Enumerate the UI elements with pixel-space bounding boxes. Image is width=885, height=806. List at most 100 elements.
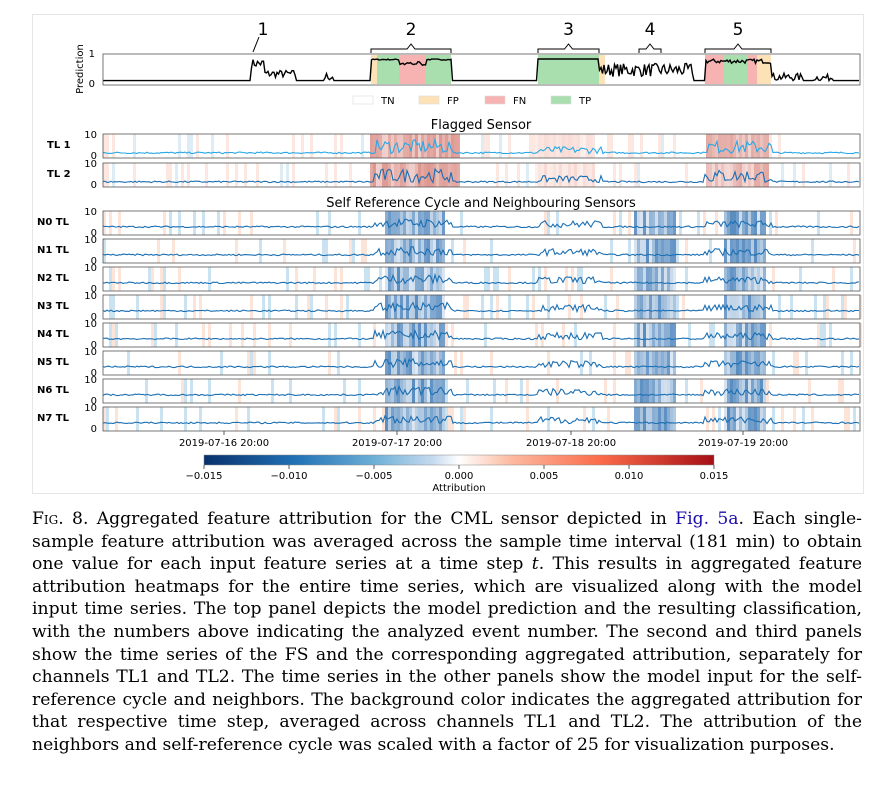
heatmap-cell: [505, 379, 508, 403]
row-label: N2 TL: [37, 273, 70, 284]
heatmap-cell: [682, 295, 685, 319]
row-ytick-top: 10: [84, 375, 97, 386]
heatmap-cell: [763, 134, 766, 158]
heatmap-cell: [634, 323, 637, 347]
heatmap-cell: [199, 407, 202, 431]
heatmap-cell: [223, 211, 226, 235]
heatmap-cell: [391, 379, 394, 403]
heatmap-cell: [661, 295, 664, 319]
heatmap-cell: [337, 351, 340, 375]
heatmap-cell: [289, 379, 292, 403]
heatmap-cell: [424, 407, 427, 431]
heatmap-cell: [610, 267, 613, 291]
heatmap-cell: [373, 323, 376, 347]
heatmap-cell: [403, 134, 406, 158]
heatmap-cell: [772, 351, 775, 375]
row-frame: [102, 238, 861, 264]
heatmap-cell: [268, 351, 271, 375]
heatmap-cell: [406, 239, 409, 263]
heatmap-cell: [757, 239, 760, 263]
heatmap-cell: [751, 134, 754, 158]
heatmap-cell: [427, 351, 430, 375]
heatmap-cell: [739, 323, 742, 347]
heatmap-cell: [493, 379, 496, 403]
heatmap-cell: [412, 407, 415, 431]
heatmap-cell: [163, 267, 166, 291]
heatmap-cell: [661, 351, 664, 375]
heatmap-cell: [187, 163, 190, 187]
heatmap-cell: [397, 134, 400, 158]
heatmap-cell: [328, 211, 331, 235]
heatmap-cell: [400, 267, 403, 291]
heatmap-cell: [457, 134, 460, 158]
event-number-4: 4: [645, 20, 656, 40]
heatmap-cell: [271, 379, 274, 403]
heatmap-cell: [397, 239, 400, 263]
heatmap-cell: [724, 323, 727, 347]
heatmap-cell: [367, 267, 370, 291]
prediction-line: [103, 58, 859, 83]
heatmap-cell: [397, 379, 400, 403]
heatmap-cell: [538, 163, 541, 187]
heatmap-cell: [178, 211, 181, 235]
heatmap-cell: [412, 211, 415, 235]
heatmap-cell: [379, 163, 382, 187]
row-n4-tl: N4 TL 10 0: [37, 319, 862, 351]
heatmap-cell: [604, 379, 607, 403]
heatmap-cell: [418, 211, 421, 235]
heatmap-cell: [571, 267, 574, 291]
heatmap-cell: [427, 211, 430, 235]
heatmap-cell: [640, 239, 643, 263]
heatmap-cell: [742, 239, 745, 263]
heatmap-cell: [661, 134, 664, 158]
heatmap-cell: [643, 351, 646, 375]
heatmap-cell: [817, 323, 820, 347]
heatmap-cell: [295, 267, 298, 291]
heatmap-cell: [259, 239, 262, 263]
heatmap-cell: [406, 134, 409, 158]
heatmap-cell: [391, 407, 394, 431]
heatmap-cell: [586, 163, 589, 187]
heatmap-cell: [763, 211, 766, 235]
heatmap-cell: [709, 134, 712, 158]
heatmap-cell: [661, 267, 664, 291]
heatmap-cell: [802, 163, 805, 187]
heatmap-cell: [733, 407, 736, 431]
heatmap-cell: [811, 239, 814, 263]
heatmap-cell: [604, 295, 607, 319]
prediction-band: [399, 55, 426, 84]
heatmap-cell: [445, 379, 448, 403]
heatmap-cell: [286, 267, 289, 291]
heatmap-cell: [358, 323, 361, 347]
figure-reference-link[interactable]: Fig. 5a: [675, 509, 739, 529]
heatmap-cell: [730, 323, 733, 347]
heatmap-cell: [793, 351, 796, 375]
row-frame: [102, 133, 861, 159]
heatmap-cell: [460, 407, 463, 431]
heatmap-cell: [628, 239, 631, 263]
heatmap-cell: [640, 267, 643, 291]
heatmap-cell: [493, 267, 496, 291]
heatmap-cell: [577, 163, 580, 187]
heatmap-cell: [829, 323, 832, 347]
heatmap-cell: [280, 163, 283, 187]
heatmap-cell: [727, 163, 730, 187]
heatmap-cell: [589, 351, 592, 375]
heatmap-cell: [757, 211, 760, 235]
heatmap-cell: [586, 134, 589, 158]
heatmap-cell: [679, 211, 682, 235]
heatmap-cell: [157, 239, 160, 263]
heatmap-cell: [709, 239, 712, 263]
heatmap-cell: [247, 351, 250, 375]
series-line: [102, 414, 860, 425]
row-frame: [102, 406, 861, 432]
heatmap-cell: [169, 163, 172, 187]
heatmap-cell: [712, 407, 715, 431]
heatmap-cell: [658, 351, 661, 375]
row-frame: [102, 350, 861, 376]
heatmap-cell: [544, 211, 547, 235]
heatmap-cell: [496, 295, 499, 319]
caption-text-2: . Each single-sample feature attribution…: [32, 509, 862, 575]
heatmap-cell: [445, 163, 448, 187]
heatmap-cell: [565, 267, 568, 291]
